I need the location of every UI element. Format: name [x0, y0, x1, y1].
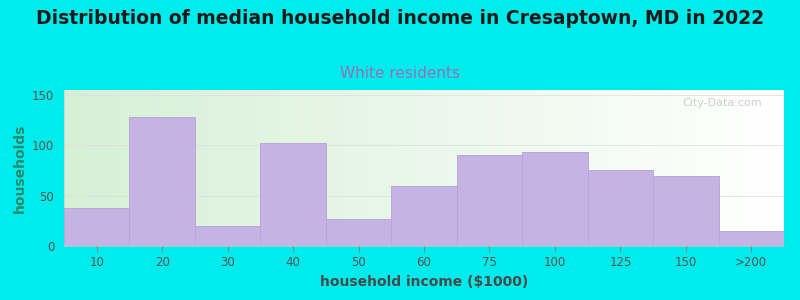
X-axis label: household income ($1000): household income ($1000): [320, 275, 528, 289]
Y-axis label: households: households: [13, 123, 26, 213]
Bar: [457, 155, 522, 246]
Bar: [260, 143, 326, 246]
Text: Distribution of median household income in Cresaptown, MD in 2022: Distribution of median household income …: [36, 9, 764, 28]
Bar: [653, 176, 718, 246]
Bar: [718, 231, 784, 246]
Text: City-Data.com: City-Data.com: [682, 98, 762, 108]
Bar: [64, 208, 130, 246]
Bar: [391, 186, 457, 246]
Bar: [588, 169, 653, 246]
Text: White residents: White residents: [340, 66, 460, 81]
Bar: [195, 226, 260, 246]
Bar: [522, 152, 588, 246]
Bar: [326, 219, 391, 246]
Bar: [130, 117, 195, 246]
